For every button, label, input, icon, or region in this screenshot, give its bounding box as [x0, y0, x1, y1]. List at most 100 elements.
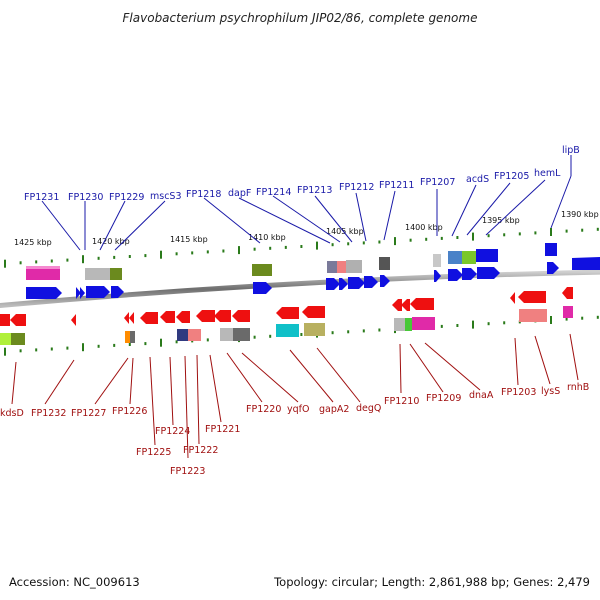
- minor-tick: [456, 324, 459, 327]
- gene-label-top: FP1229: [109, 192, 144, 203]
- minor-tick: [487, 234, 490, 238]
- gene-arrow-reverse: [71, 314, 76, 326]
- minor-tick: [175, 340, 178, 344]
- minor-tick: [50, 259, 53, 263]
- minor-tick: [503, 321, 506, 325]
- minor-tick: [222, 249, 225, 253]
- minor-tick: [19, 349, 22, 353]
- scale-labels: 1425 kbp 1420 kbp 1415 kbp 1410 kbp 1405…: [14, 210, 599, 247]
- gene-arrow-forward: [380, 275, 390, 287]
- gene-label-top: FP1213: [297, 185, 332, 196]
- tick-row-bottom: [4, 315, 599, 356]
- gene-label-bottom: lysS: [541, 386, 560, 397]
- major-tick: [82, 343, 84, 352]
- major-tick: [472, 320, 474, 329]
- gene-block: [337, 261, 347, 273]
- gene-label-bottom: FP1224: [155, 426, 190, 437]
- minor-tick: [113, 255, 116, 259]
- gene-block: [379, 257, 390, 270]
- gene-block: [233, 328, 250, 341]
- gene-label-bottom: degQ: [356, 403, 381, 414]
- gene-label-bottom: FP1221: [205, 424, 240, 435]
- minor-tick: [456, 236, 459, 239]
- gene-label-top: dapF: [228, 188, 251, 199]
- gene-label-top: lipB: [562, 145, 580, 156]
- gene-arrow-forward: [86, 286, 110, 298]
- gene-label-bottom: yqfO: [287, 404, 309, 415]
- major-tick: [160, 250, 162, 259]
- minor-tick: [19, 261, 22, 265]
- gene-arrow-reverse: [410, 298, 434, 310]
- minor-tick: [596, 315, 599, 319]
- tick-row-top: [4, 227, 599, 268]
- scale-label: 1400 kbp: [405, 223, 443, 232]
- major-tick: [550, 228, 552, 236]
- gene-arrow-reverse: [302, 306, 325, 318]
- gene-label-top: mscS3: [150, 191, 182, 202]
- minor-tick: [253, 335, 256, 339]
- gene-label-bottom: FP1226: [112, 406, 147, 417]
- minor-tick: [128, 343, 131, 346]
- major-tick: [472, 232, 474, 241]
- gene-block: [433, 254, 441, 267]
- gene-arrow-reverse: [129, 312, 134, 324]
- gene-block: [448, 251, 462, 264]
- gene-label-bottom: FP1225: [136, 447, 171, 458]
- gene-block: [0, 333, 12, 345]
- gene-label-bottom: FP1227: [71, 408, 106, 419]
- minor-tick: [565, 229, 568, 233]
- minor-tick: [347, 242, 350, 246]
- minor-tick: [378, 328, 381, 332]
- major-tick: [4, 259, 6, 268]
- gene-arrow-reverse: [10, 314, 26, 326]
- gene-label-top: FP1231: [24, 192, 59, 203]
- minor-tick: [253, 247, 256, 251]
- minor-tick: [97, 256, 100, 260]
- gene-arrow-forward: [477, 267, 500, 279]
- gene-block: [130, 331, 135, 343]
- major-tick: [238, 246, 240, 255]
- minor-tick: [425, 237, 428, 241]
- gene-label-bottom: FP1223: [170, 466, 205, 477]
- gene-block: [26, 269, 60, 280]
- gene-arrow-reverse: [562, 287, 573, 299]
- gene-block: [476, 249, 498, 262]
- gene-label-bottom: FP1210: [384, 396, 419, 407]
- scale-label: 1415 kbp: [170, 235, 208, 244]
- minor-tick: [66, 258, 69, 262]
- minor-tick: [206, 250, 209, 254]
- minor-tick: [300, 245, 303, 248]
- gene-label-bottom: FP1209: [426, 393, 461, 404]
- minor-tick: [144, 342, 147, 346]
- minor-tick: [269, 246, 272, 250]
- gene-arrow-reverse: [510, 292, 515, 304]
- page-title: Flavobacterium psychrophilum JIP02/86, c…: [123, 11, 478, 25]
- minor-tick: [144, 254, 147, 258]
- gene-label-bottom: dnaA: [469, 390, 494, 401]
- gene-arrow-reverse: [214, 310, 231, 322]
- gene-block: [220, 328, 234, 341]
- gene-label-bottom: FP1220: [246, 404, 281, 415]
- minor-tick: [347, 330, 350, 334]
- minor-tick: [284, 245, 287, 249]
- gene-label-top: FP1207: [420, 177, 455, 188]
- scale-label: 1390 kbp: [561, 210, 599, 219]
- gene-arrow-reverse: [124, 312, 129, 324]
- gene-arrow-reverse: [0, 314, 10, 326]
- scale-label: 1410 kbp: [248, 233, 286, 242]
- gene-block: [188, 329, 201, 341]
- minor-tick: [534, 231, 537, 235]
- gene-label-bottom: rnhB: [567, 382, 589, 393]
- gene-block: [412, 317, 435, 330]
- genome-summary: Topology: circular; Length: 2,861,988 bp…: [273, 575, 590, 589]
- gene-block: [110, 268, 122, 280]
- gene-block: [177, 329, 188, 341]
- gene-block: [394, 318, 406, 331]
- top-gene-labels: FP1231 FP1230 FP1229 mscS3 FP1218 dapF F…: [24, 145, 580, 251]
- gene-label-top: FP1205: [494, 171, 529, 182]
- minor-tick: [128, 255, 131, 258]
- gene-arrow-forward: [80, 287, 85, 299]
- minor-tick: [331, 243, 334, 247]
- gene-arrow-forward: [253, 282, 272, 294]
- gene-label-bottom: FP1232: [31, 408, 66, 419]
